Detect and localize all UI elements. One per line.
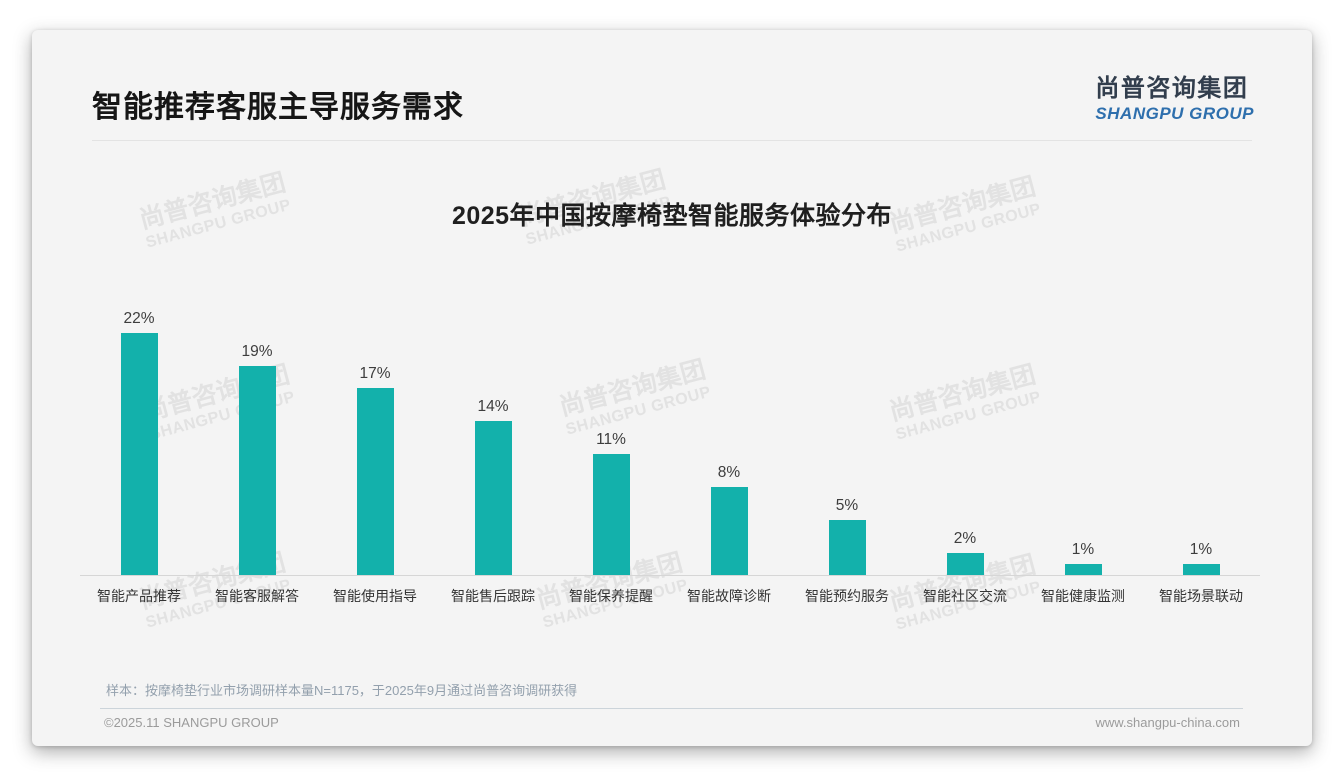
bar <box>592 454 630 575</box>
bar-column: 17% <box>316 306 434 575</box>
bar-column: 5% <box>788 306 906 575</box>
bar-column: 14% <box>434 306 552 575</box>
bar-value-label: 8% <box>717 464 741 481</box>
page-header: 智能推荐客服主导服务需求 尚普咨询集团 SHANGPU GROUP <box>32 30 1312 126</box>
category-label: 智能故障诊断 <box>687 588 771 604</box>
bar-value-label: 2% <box>953 530 977 547</box>
category-label: 智能使用指导 <box>333 588 417 604</box>
bar-column: 11% <box>552 306 670 575</box>
bar <box>474 421 512 575</box>
bar-value-label: 19% <box>241 343 273 360</box>
bar-value-label: 1% <box>1189 541 1213 558</box>
sample-note: 样本：按摩椅垫行业市场调研样本量N=1175，于2025年9月通过尚普咨询调研获… <box>106 683 578 698</box>
logo-english-name: SHANGPU GROUP <box>1095 104 1254 123</box>
category-label: 智能预约服务 <box>805 588 889 604</box>
bar-column: 22% <box>80 306 198 575</box>
category-label: 智能保养提醒 <box>569 588 653 604</box>
bar-value-label: 5% <box>835 497 859 514</box>
bar-value-label: 1% <box>1071 541 1095 558</box>
chart-title: 2025年中国按摩椅垫智能服务体验分布 <box>451 202 893 230</box>
category-label: 智能售后跟踪 <box>451 588 535 604</box>
category-label: 智能客服解答 <box>215 588 299 604</box>
bar-value-label: 22% <box>123 310 155 327</box>
category-label: 智能健康监测 <box>1041 588 1125 604</box>
bar-column: 8% <box>670 306 788 575</box>
bar <box>946 553 984 575</box>
plot-area: 22% 19% 17% 14% 11% 8% 5% 2% 1% 1% <box>80 306 1260 576</box>
bar-column: 2% <box>906 306 1024 575</box>
category-axis: 智能产品推荐 智能客服解答 智能使用指导 智能售后跟踪 智能保养提醒 智能故障诊断 智能预约… <box>80 576 1260 605</box>
report-page: 尚普咨询集团 SHANGPU GROUP 尚普咨询集团 SHANGPU GROUP 尚普… <box>32 30 1312 746</box>
logo-chinese-name: 尚普咨询集团 <box>1095 75 1249 102</box>
category-label: 智能场景联动 <box>1159 588 1243 604</box>
category-label: 智能产品推荐 <box>97 588 181 604</box>
bar-value-label: 11% <box>596 431 626 448</box>
bar <box>356 388 394 575</box>
page-footer: 样本：按摩椅垫行业市场调研样本量N=1175，于2025年9月通过尚普咨询调研获… <box>32 682 1312 746</box>
header-divider <box>92 140 1252 141</box>
bar <box>1182 564 1220 575</box>
bar <box>828 520 866 575</box>
bar-value-label: 17% <box>359 365 391 382</box>
bar <box>238 366 276 575</box>
website-text: www.shangpu-china.com <box>1095 715 1240 730</box>
bar-value-label: 14% <box>477 398 509 415</box>
bar <box>1064 564 1102 575</box>
footer-divider <box>100 708 1243 709</box>
copyright-text: ©2025.11 SHANGPU GROUP <box>104 715 279 730</box>
bar-column: 1% <box>1024 306 1142 575</box>
company-logo: 尚普咨询集团 SHANGPU GROUP <box>1095 68 1254 124</box>
bar <box>710 487 748 575</box>
bar <box>120 333 158 575</box>
bar-column: 1% <box>1142 306 1260 575</box>
category-label: 智能社区交流 <box>923 588 1007 604</box>
bar-chart: 22% 19% 17% 14% 11% 8% 5% 2% 1% 1% 智能产品推荐 智能客服解答 智能… <box>32 306 1312 605</box>
page-title: 智能推荐客服主导服务需求 <box>92 91 464 124</box>
bar-column: 19% <box>198 306 316 575</box>
